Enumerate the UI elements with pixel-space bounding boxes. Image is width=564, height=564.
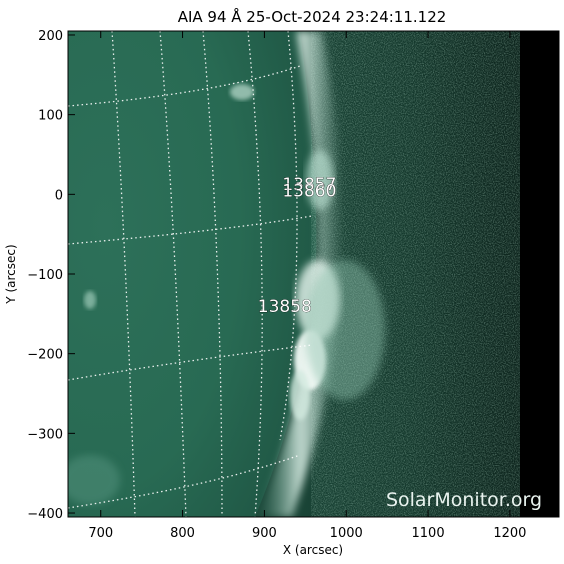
x-tick-label: 800: [170, 526, 195, 541]
y-axis-label: Y (arcsec): [4, 244, 18, 304]
y-tick-label: −100: [27, 268, 63, 283]
y-axis: 200 100 0 −100 −200 −300 −400: [27, 29, 559, 522]
active-region-label-13857: 13857: [282, 175, 336, 195]
solarmonitor-watermark: SolarMonitor.org: [386, 489, 542, 511]
x-tick-label: 1200: [493, 526, 526, 541]
active-region-label-13860: 13860: [282, 181, 336, 201]
flare-brightening: [68, 84, 385, 505]
y-tick-label: 200: [38, 29, 63, 44]
active-region-label-13858: 13858: [258, 297, 312, 317]
solar-image: [68, 31, 559, 517]
y-tick-label: −300: [27, 427, 63, 442]
x-tick-label: 1100: [412, 526, 445, 541]
heliographic-grid: [68, 31, 313, 517]
x-axis-label: X (arcsec): [283, 543, 343, 557]
y-tick-label: −200: [27, 348, 63, 363]
x-tick-label: 1000: [330, 526, 363, 541]
x-axis: 700 800 900 1000 1100 1200: [88, 31, 526, 541]
image-title: AIA 94 Å 25-Oct-2024 23:24:11.122: [178, 7, 447, 26]
y-tick-label: −400: [27, 507, 63, 522]
y-tick-label: 100: [38, 109, 63, 124]
y-tick-label: 0: [55, 188, 63, 203]
x-tick-label: 700: [88, 526, 113, 541]
x-tick-label: 900: [252, 526, 277, 541]
